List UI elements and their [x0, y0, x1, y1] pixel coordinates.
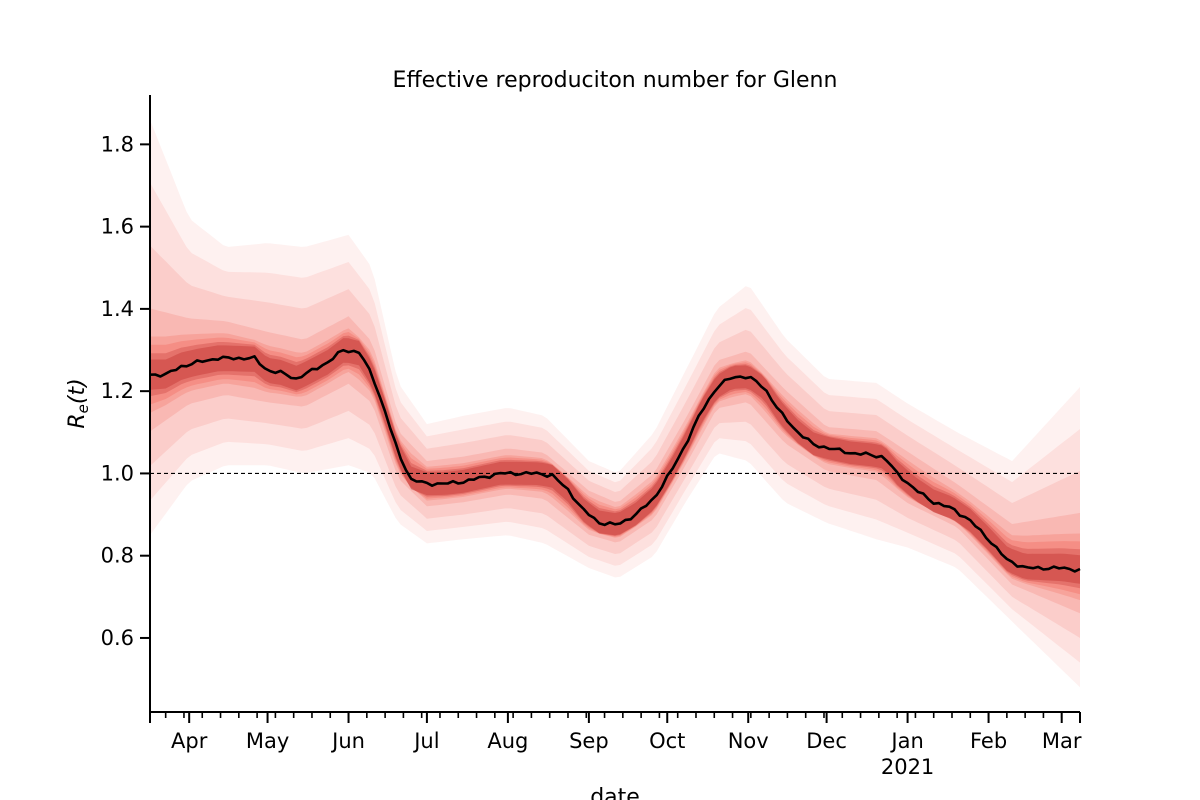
y-axis-label: Re(t) [65, 378, 92, 428]
y-axis-label-main: R [65, 413, 90, 428]
band-layer-2 [150, 245, 1080, 638]
x-tick-label: Jan [889, 729, 923, 753]
x-tick-label: Jun [330, 729, 365, 753]
y-tick-label: 1.2 [101, 379, 134, 403]
y-tick-label: 0.6 [101, 626, 134, 650]
y-axis-ticks: 0.6 0.8 1.0 1.2 1.4 1.6 1.8 [101, 132, 150, 650]
x-tick-label: Apr [171, 729, 208, 753]
band-layer-4 [150, 328, 1080, 601]
y-tick-label: 0.8 [101, 544, 134, 568]
band-layer-6 [150, 335, 1080, 589]
x-tick-label: Oct [649, 729, 685, 753]
y-axis-label-rest: (t) [65, 378, 90, 404]
y-tick-label: 1.6 [101, 215, 134, 239]
median-line [149, 348, 1081, 573]
band-layer-7 [150, 338, 1080, 584]
y-tick-label: 1.4 [101, 297, 134, 321]
x-tick-label: Feb [970, 729, 1007, 753]
x-tick-label: Jul [412, 729, 439, 753]
y-tick-label: 1.8 [101, 132, 134, 156]
x-tick-label: Dec [806, 729, 847, 753]
chart-title: Effective reproduciton number for Glenn [393, 68, 838, 93]
uncertainty-bands [150, 119, 1080, 688]
y-axis-label-sub: e [74, 404, 92, 413]
band-layer-1 [150, 182, 1080, 663]
y-tick-label: 1.0 [101, 461, 134, 485]
x-tick-label: May [246, 729, 289, 753]
band-layer-5 [150, 332, 1080, 595]
x-tick-label: Sep [569, 729, 609, 753]
band-layer-3 [150, 308, 1080, 614]
x-tick-year-label: 2021 [881, 755, 934, 779]
x-tick-label: Mar [1042, 729, 1082, 753]
x-tick-label: Nov [728, 729, 769, 753]
x-tick-label: Aug [487, 729, 528, 753]
band-layer-0 [150, 119, 1080, 688]
x-axis-label: date [590, 785, 640, 800]
